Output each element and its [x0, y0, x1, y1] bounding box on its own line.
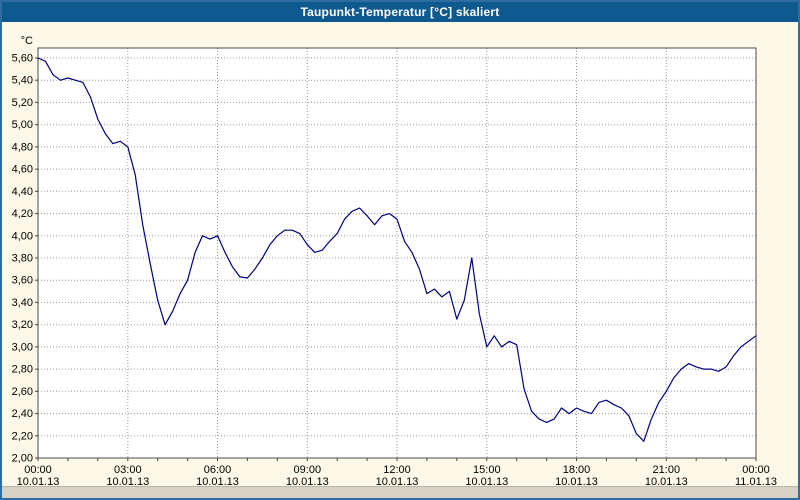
- svg-text:09:00: 09:00: [294, 464, 322, 476]
- svg-text:3,00: 3,00: [12, 341, 33, 353]
- svg-text:10.01.13: 10.01.13: [465, 476, 508, 486]
- svg-text:21:00: 21:00: [653, 464, 681, 476]
- svg-text:12:00: 12:00: [383, 464, 411, 476]
- svg-text:2,20: 2,20: [12, 430, 33, 442]
- svg-text:4,60: 4,60: [12, 164, 33, 176]
- svg-text:5,40: 5,40: [12, 75, 33, 87]
- svg-text:10.01.13: 10.01.13: [376, 476, 419, 486]
- svg-text:2,00: 2,00: [12, 453, 33, 465]
- svg-text:4,80: 4,80: [12, 141, 33, 153]
- svg-text:5,60: 5,60: [12, 53, 33, 65]
- svg-text:10.01.13: 10.01.13: [106, 476, 149, 486]
- chart-title: Taupunkt-Temperatur [°C] skaliert: [300, 5, 500, 19]
- svg-text:4,40: 4,40: [12, 186, 33, 198]
- svg-text:5,20: 5,20: [12, 97, 33, 109]
- svg-text:10.01.13: 10.01.13: [286, 476, 329, 486]
- bottom-panel: [2, 486, 798, 498]
- svg-text:10.01.13: 10.01.13: [17, 476, 60, 486]
- svg-text:15:00: 15:00: [473, 464, 501, 476]
- svg-text:00:00: 00:00: [24, 464, 52, 476]
- x-axis-labels: 00:0010.01.1303:0010.01.1306:0010.01.130…: [17, 464, 777, 486]
- svg-text:11.01.13: 11.01.13: [735, 476, 777, 486]
- svg-text:4,20: 4,20: [12, 208, 33, 220]
- svg-text:2,80: 2,80: [12, 364, 33, 376]
- y-axis-labels: 5,60 5,40 5,20 5,00 4,80 4,60 4,40 4,20 4,00 3,80…: [12, 53, 33, 465]
- svg-text:5,00: 5,00: [12, 119, 33, 131]
- svg-text:10.01.13: 10.01.13: [555, 476, 598, 486]
- svg-text:10.01.13: 10.01.13: [196, 476, 239, 486]
- svg-text:06:00: 06:00: [204, 464, 232, 476]
- svg-text:3,80: 3,80: [12, 253, 33, 265]
- svg-text:4,00: 4,00: [12, 230, 33, 242]
- svg-text:00:00: 00:00: [742, 464, 770, 476]
- svg-text:3,20: 3,20: [12, 319, 33, 331]
- svg-text:3,60: 3,60: [12, 275, 33, 287]
- svg-text:18:00: 18:00: [563, 464, 591, 476]
- line-chart: 5,60 5,40 5,20 5,00 4,80 4,60 4,40 4,20 4,00 3,80…: [12, 35, 777, 486]
- temperature-series-line: [37, 57, 757, 442]
- svg-text:10.01.13: 10.01.13: [645, 476, 688, 486]
- chart-area: 5,60 5,40 5,20 5,00 4,80 4,60 4,40 4,20 4,00 3,80…: [2, 22, 798, 486]
- chart-title-bar: Taupunkt-Temperatur [°C] skaliert: [2, 2, 798, 22]
- svg-text:03:00: 03:00: [114, 464, 142, 476]
- plot-border: [37, 47, 757, 459]
- svg-text:3,40: 3,40: [12, 297, 33, 309]
- y-axis-unit-label: °C: [21, 35, 33, 47]
- svg-text:2,60: 2,60: [12, 386, 33, 398]
- svg-text:2,40: 2,40: [12, 408, 33, 420]
